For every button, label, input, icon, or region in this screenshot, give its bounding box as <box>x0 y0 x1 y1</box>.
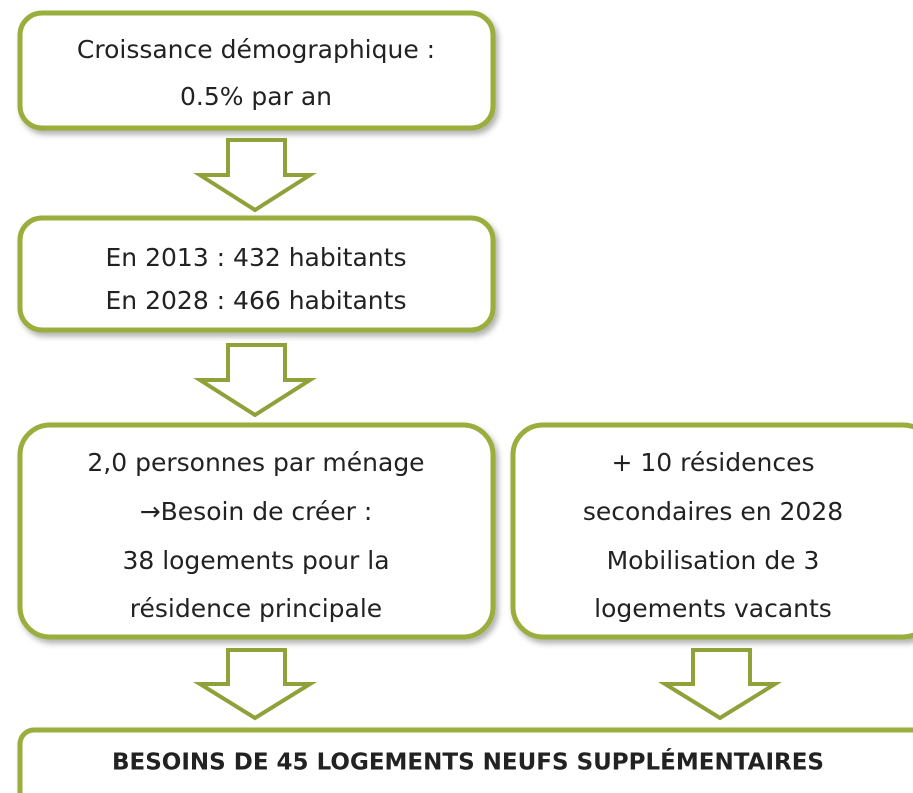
box-result <box>17 727 913 793</box>
node-text: 2,0 personnes par ménage <box>87 448 424 477</box>
node-text: + 10 résidences <box>612 448 815 477</box>
node-text: Croissance démographique : <box>77 35 435 64</box>
arrow-down <box>193 138 317 213</box>
box-secondary <box>510 422 913 640</box>
node-text: 38 logements pour la <box>122 546 389 575</box>
node-text: secondaires en 2028 <box>583 497 843 526</box>
node-text: Mobilisation de 3 <box>607 546 820 575</box>
node-text: En 2013 : 432 habitants <box>106 243 407 272</box>
node-text: résidence principale <box>130 594 382 623</box>
arrow-down <box>193 343 317 418</box>
arrow-down <box>657 648 783 721</box>
node-text: →Besoin de créer : <box>140 497 373 526</box>
result-text: BESOINS DE 45 LOGEMENTS NEUFS SUPPLÉMENT… <box>112 748 824 776</box>
box-growth <box>17 10 496 131</box>
box-main-residence <box>17 422 496 640</box>
node-text: 0.5% par an <box>180 82 332 111</box>
arrow-down <box>192 648 318 721</box>
node-text: logements vacants <box>594 594 832 623</box>
box-population <box>17 215 496 333</box>
node-text: En 2028 : 466 habitants <box>106 286 407 315</box>
